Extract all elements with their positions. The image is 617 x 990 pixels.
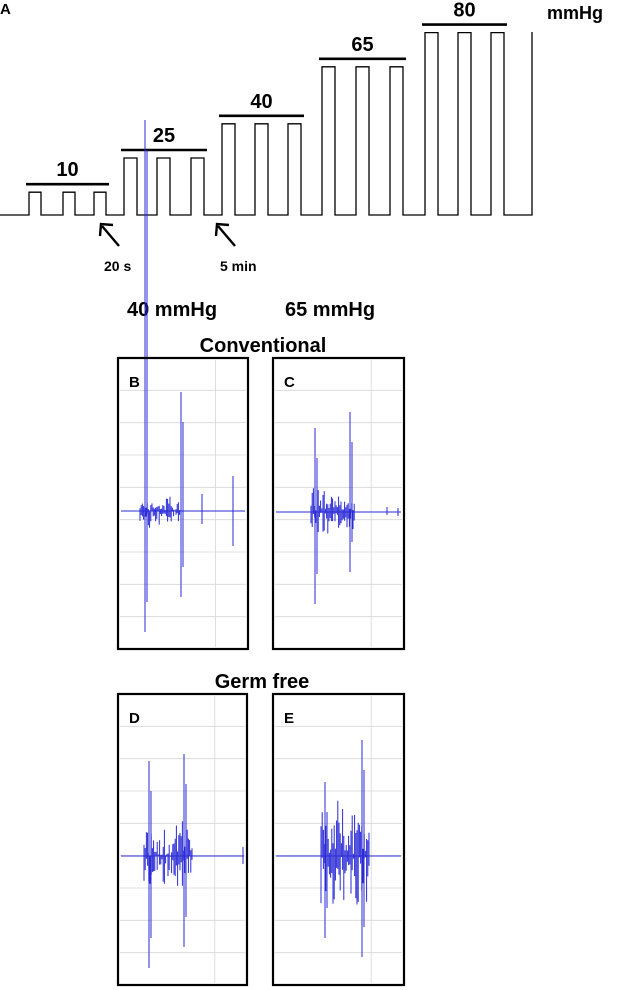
panel-frame-b — [116, 356, 250, 651]
emg-trace-c — [276, 412, 401, 604]
panel-b: B — [116, 120, 250, 651]
group-conventional: Conventional — [200, 335, 327, 357]
panel-letter-b: B — [129, 374, 140, 391]
step-label-25: 25 — [153, 125, 175, 147]
step-label-40: 40 — [250, 91, 272, 113]
panel-frame-d — [116, 692, 249, 987]
annotation-5min: 5 min — [220, 258, 257, 274]
emg-trace-d — [121, 754, 244, 968]
panel-d: D — [116, 692, 249, 987]
panel-letter-d: D — [129, 710, 140, 727]
arrow-20s — [98, 222, 120, 247]
group-germ-free: Germ free — [215, 671, 310, 693]
step-label-80: 80 — [453, 0, 475, 22]
header-40-mmhg: 40 mmHg — [127, 299, 217, 321]
pressure-protocol-trace: 10 25 40 65 80 — [0, 0, 533, 216]
step-label-10: 10 — [56, 159, 78, 181]
panel-letter-c: C — [284, 374, 295, 391]
annotation-20s: 20 s — [104, 258, 131, 274]
panel-frame-c — [271, 356, 406, 651]
panel-c: C — [271, 356, 406, 651]
unit-label: mmHg — [547, 3, 603, 23]
emg-trace-b — [121, 120, 245, 632]
staircase-path — [0, 31, 533, 216]
header-65-mmhg: 65 mmHg — [285, 299, 375, 321]
panel-letter-e: E — [284, 710, 294, 727]
step-label-65: 65 — [351, 34, 373, 56]
emg-trace-e — [276, 740, 401, 957]
panel-a-letter: A — [0, 1, 11, 18]
panel-e: E — [271, 692, 406, 987]
arrow-5min — [214, 222, 236, 247]
panel-frame-e — [271, 692, 406, 987]
